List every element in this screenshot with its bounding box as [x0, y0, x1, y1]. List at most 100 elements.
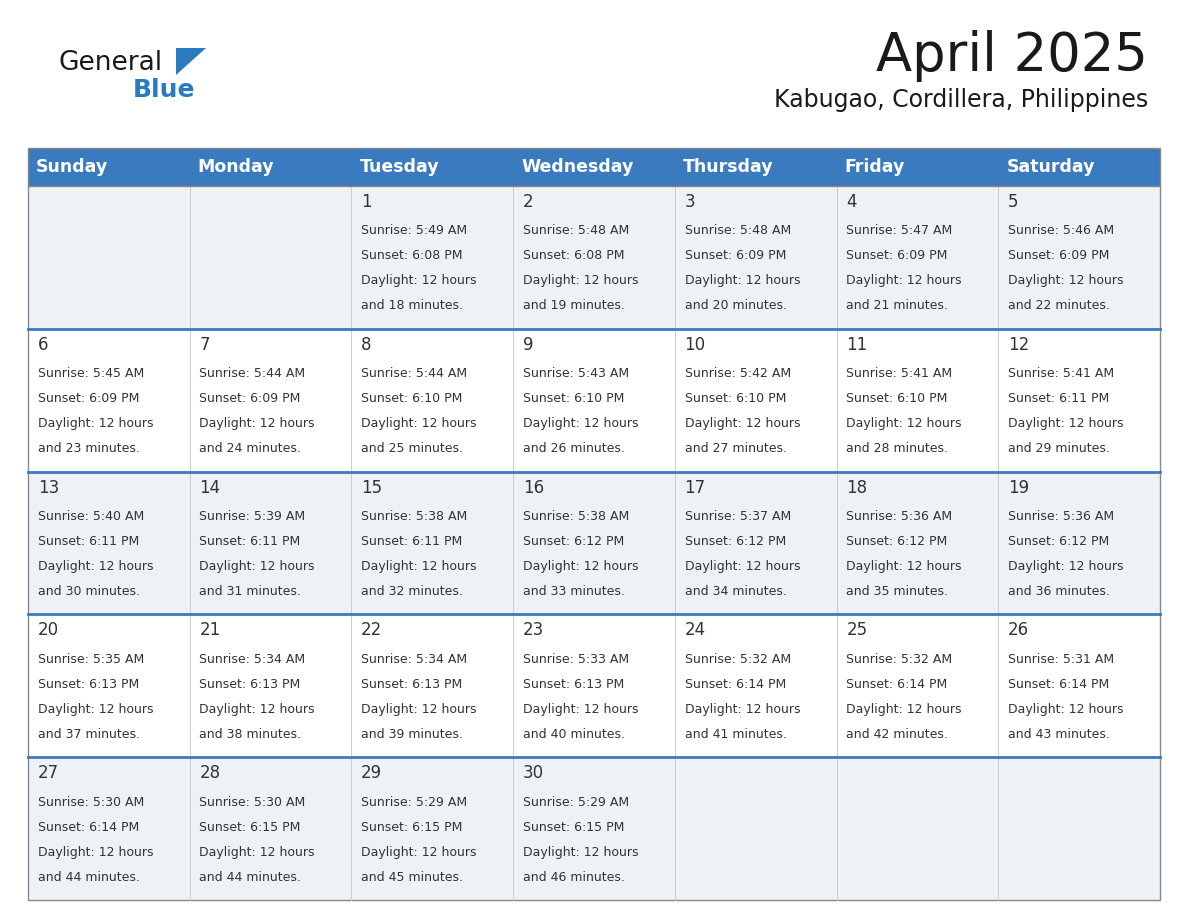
Text: Sunrise: 5:36 AM: Sunrise: 5:36 AM: [846, 510, 953, 523]
Bar: [352, 614, 513, 757]
Text: 1: 1: [361, 193, 372, 211]
Text: and 41 minutes.: and 41 minutes.: [684, 728, 786, 741]
Text: Sunset: 6:09 PM: Sunset: 6:09 PM: [38, 392, 139, 405]
Text: Sunset: 6:15 PM: Sunset: 6:15 PM: [523, 821, 624, 834]
Bar: [513, 757, 675, 900]
Bar: [675, 757, 836, 900]
Text: Daylight: 12 hours: Daylight: 12 hours: [361, 274, 476, 287]
Text: 4: 4: [846, 193, 857, 211]
Bar: [190, 186, 352, 329]
Text: and 23 minutes.: and 23 minutes.: [38, 442, 139, 455]
Bar: [29, 148, 190, 186]
Text: 13: 13: [38, 478, 59, 497]
Text: Daylight: 12 hours: Daylight: 12 hours: [200, 703, 315, 716]
Text: and 19 minutes.: and 19 minutes.: [523, 299, 625, 312]
Text: Sunset: 6:13 PM: Sunset: 6:13 PM: [361, 677, 462, 691]
Text: Sunset: 6:08 PM: Sunset: 6:08 PM: [523, 250, 625, 263]
Text: and 26 minutes.: and 26 minutes.: [523, 442, 625, 455]
Text: Daylight: 12 hours: Daylight: 12 hours: [1007, 274, 1124, 287]
Text: Daylight: 12 hours: Daylight: 12 hours: [846, 560, 962, 573]
Text: 26: 26: [1007, 621, 1029, 640]
Bar: [836, 148, 998, 186]
Text: Sunrise: 5:30 AM: Sunrise: 5:30 AM: [38, 796, 144, 809]
Text: Sunrise: 5:45 AM: Sunrise: 5:45 AM: [38, 367, 144, 380]
Text: Sunrise: 5:34 AM: Sunrise: 5:34 AM: [361, 653, 467, 666]
Text: 29: 29: [361, 764, 383, 782]
Text: Monday: Monday: [197, 158, 274, 176]
Bar: [675, 148, 836, 186]
Text: and 39 minutes.: and 39 minutes.: [361, 728, 463, 741]
Text: Daylight: 12 hours: Daylight: 12 hours: [684, 560, 800, 573]
Text: and 20 minutes.: and 20 minutes.: [684, 299, 786, 312]
Text: Sunset: 6:08 PM: Sunset: 6:08 PM: [361, 250, 462, 263]
Text: Sunday: Sunday: [36, 158, 108, 176]
Text: Daylight: 12 hours: Daylight: 12 hours: [846, 274, 962, 287]
Text: 10: 10: [684, 336, 706, 353]
Text: Sunset: 6:12 PM: Sunset: 6:12 PM: [523, 535, 624, 548]
Text: Daylight: 12 hours: Daylight: 12 hours: [846, 417, 962, 431]
Text: Sunrise: 5:48 AM: Sunrise: 5:48 AM: [684, 224, 791, 238]
Text: General: General: [58, 50, 162, 76]
Bar: [998, 472, 1159, 614]
Text: Sunset: 6:12 PM: Sunset: 6:12 PM: [684, 535, 785, 548]
Bar: [29, 472, 190, 614]
Text: Daylight: 12 hours: Daylight: 12 hours: [38, 560, 153, 573]
Text: Daylight: 12 hours: Daylight: 12 hours: [200, 560, 315, 573]
Text: Sunset: 6:14 PM: Sunset: 6:14 PM: [1007, 677, 1110, 691]
Text: and 46 minutes.: and 46 minutes.: [523, 870, 625, 884]
Bar: [998, 757, 1159, 900]
Text: Sunrise: 5:44 AM: Sunrise: 5:44 AM: [200, 367, 305, 380]
Text: and 21 minutes.: and 21 minutes.: [846, 299, 948, 312]
Bar: [29, 329, 190, 472]
Text: April 2025: April 2025: [876, 30, 1148, 82]
Text: Sunrise: 5:33 AM: Sunrise: 5:33 AM: [523, 653, 628, 666]
Text: 23: 23: [523, 621, 544, 640]
Text: Daylight: 12 hours: Daylight: 12 hours: [523, 417, 638, 431]
Text: and 29 minutes.: and 29 minutes.: [1007, 442, 1110, 455]
Text: and 18 minutes.: and 18 minutes.: [361, 299, 463, 312]
Text: 8: 8: [361, 336, 372, 353]
Text: 16: 16: [523, 478, 544, 497]
Text: 19: 19: [1007, 478, 1029, 497]
Bar: [675, 472, 836, 614]
Text: and 34 minutes.: and 34 minutes.: [684, 585, 786, 598]
Text: Daylight: 12 hours: Daylight: 12 hours: [38, 845, 153, 858]
Text: Sunrise: 5:38 AM: Sunrise: 5:38 AM: [523, 510, 630, 523]
Bar: [190, 329, 352, 472]
Text: Sunrise: 5:32 AM: Sunrise: 5:32 AM: [846, 653, 953, 666]
Text: 3: 3: [684, 193, 695, 211]
Text: Sunset: 6:12 PM: Sunset: 6:12 PM: [846, 535, 948, 548]
Text: Sunset: 6:11 PM: Sunset: 6:11 PM: [1007, 392, 1110, 405]
Text: and 24 minutes.: and 24 minutes.: [200, 442, 302, 455]
Bar: [998, 148, 1159, 186]
Text: and 32 minutes.: and 32 minutes.: [361, 585, 463, 598]
Text: 24: 24: [684, 621, 706, 640]
Bar: [29, 614, 190, 757]
Bar: [836, 472, 998, 614]
Text: Sunset: 6:09 PM: Sunset: 6:09 PM: [846, 250, 948, 263]
Text: 14: 14: [200, 478, 221, 497]
Text: Sunrise: 5:49 AM: Sunrise: 5:49 AM: [361, 224, 467, 238]
Text: and 43 minutes.: and 43 minutes.: [1007, 728, 1110, 741]
Text: 28: 28: [200, 764, 221, 782]
Text: and 25 minutes.: and 25 minutes.: [361, 442, 463, 455]
Text: Sunrise: 5:30 AM: Sunrise: 5:30 AM: [200, 796, 305, 809]
Text: 20: 20: [38, 621, 59, 640]
Text: Daylight: 12 hours: Daylight: 12 hours: [200, 417, 315, 431]
Bar: [513, 472, 675, 614]
Text: Daylight: 12 hours: Daylight: 12 hours: [200, 845, 315, 858]
Text: and 22 minutes.: and 22 minutes.: [1007, 299, 1110, 312]
Bar: [513, 614, 675, 757]
Text: and 35 minutes.: and 35 minutes.: [846, 585, 948, 598]
Text: Sunset: 6:11 PM: Sunset: 6:11 PM: [200, 535, 301, 548]
Text: and 45 minutes.: and 45 minutes.: [361, 870, 463, 884]
Text: 11: 11: [846, 336, 867, 353]
Text: Daylight: 12 hours: Daylight: 12 hours: [1007, 560, 1124, 573]
Text: 27: 27: [38, 764, 59, 782]
Bar: [836, 329, 998, 472]
Text: Sunset: 6:10 PM: Sunset: 6:10 PM: [361, 392, 462, 405]
Bar: [352, 148, 513, 186]
Text: and 28 minutes.: and 28 minutes.: [846, 442, 948, 455]
Text: Saturday: Saturday: [1006, 158, 1095, 176]
Bar: [190, 472, 352, 614]
